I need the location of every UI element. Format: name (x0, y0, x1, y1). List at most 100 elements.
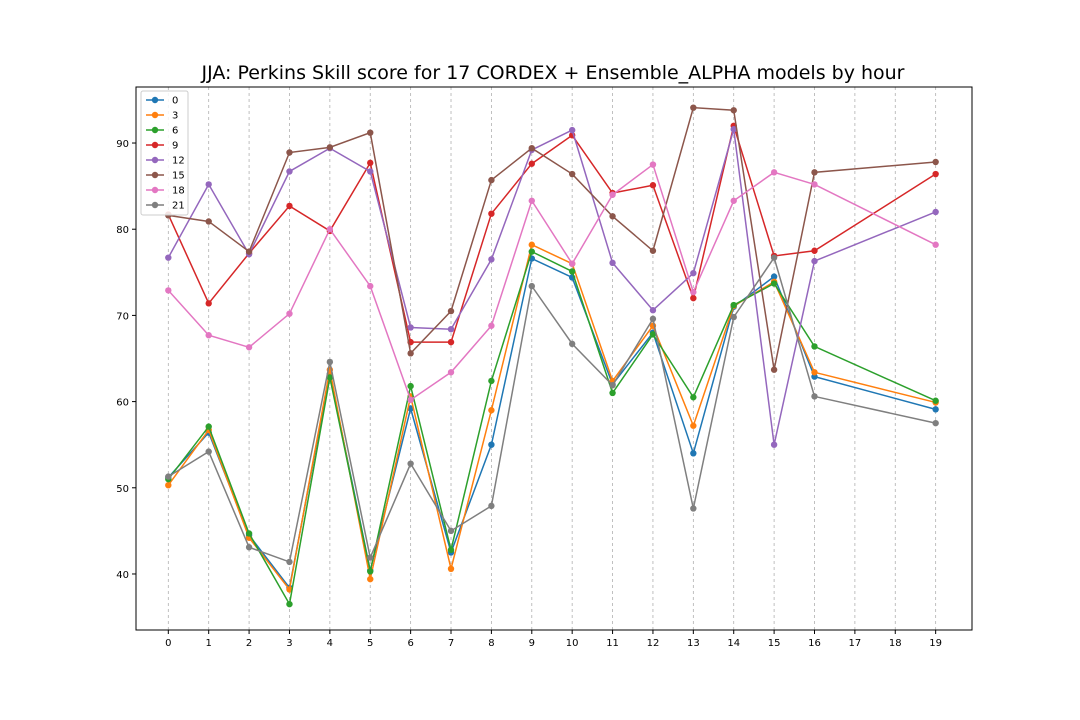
legend-label: 9 (172, 141, 178, 152)
legend-label: 0 (172, 96, 178, 107)
data-point (811, 181, 818, 188)
x-tick-label: 1 (206, 638, 212, 649)
legend-label: 6 (172, 126, 178, 137)
series-15 (165, 104, 939, 373)
data-point (932, 158, 939, 166)
data-point (367, 575, 374, 583)
data-point (447, 369, 455, 376)
data-point (286, 202, 293, 210)
data-point (205, 218, 212, 225)
data-point (245, 530, 253, 537)
data-point (690, 394, 697, 401)
data-point (488, 407, 495, 414)
series-line (167, 250, 936, 607)
data-point (811, 393, 818, 400)
data-point (932, 170, 939, 178)
chart-title: JJA: Perkins Skill score for 17 CORDEX +… (200, 62, 904, 84)
data-point (367, 568, 374, 575)
data-point (447, 546, 455, 554)
data-point (488, 256, 495, 263)
data-point (528, 144, 535, 152)
data-point (649, 161, 657, 168)
legend-swatch-marker (151, 96, 159, 104)
x-tick-label: 16 (808, 638, 821, 649)
x-tick-label: 3 (286, 638, 292, 649)
data-point (488, 176, 495, 184)
data-point (367, 554, 374, 561)
x-tick-label: 0 (165, 638, 171, 649)
plot-series (165, 104, 939, 608)
data-point (528, 241, 535, 248)
data-point (286, 168, 293, 175)
series-18 (165, 161, 939, 404)
x-tick-label: 12 (647, 638, 660, 649)
legend-swatch-marker (151, 156, 159, 164)
y-tick-label: 50 (116, 484, 129, 495)
data-point (165, 482, 172, 489)
series-line (168, 106, 936, 370)
y-tick-label: 90 (116, 139, 129, 150)
x-tick-label: 18 (889, 638, 902, 649)
data-point (407, 324, 414, 331)
data-point (367, 129, 374, 136)
y-tick-label: 60 (116, 398, 129, 409)
data-point (649, 247, 657, 254)
legend-swatch-marker (151, 126, 159, 134)
data-point (286, 149, 293, 156)
data-point (205, 300, 212, 307)
x-tick-label: 5 (367, 638, 373, 649)
series-6 (165, 248, 939, 608)
data-point (488, 441, 495, 448)
data-point (165, 254, 172, 261)
data-point (568, 170, 576, 178)
data-point (730, 197, 737, 204)
data-point (770, 441, 778, 448)
data-point (447, 338, 455, 346)
data-point (932, 208, 939, 216)
data-point (407, 350, 414, 357)
data-point (286, 310, 293, 317)
data-point (205, 181, 212, 188)
data-point (447, 307, 455, 315)
data-point (447, 565, 455, 573)
x-tick-label: 19 (929, 638, 942, 649)
data-point (205, 332, 212, 339)
data-point (488, 377, 495, 385)
data-point (447, 527, 455, 535)
data-point (811, 343, 818, 350)
data-point (488, 322, 495, 329)
series-line (167, 243, 936, 592)
data-point (488, 502, 495, 510)
data-point (690, 294, 697, 302)
data-point (730, 301, 737, 309)
y-tick-label: 70 (116, 311, 129, 322)
data-point (367, 168, 374, 175)
data-point (286, 558, 293, 566)
legend-box (140, 90, 189, 216)
x-tick-label: 4 (327, 638, 333, 649)
data-point (367, 159, 374, 167)
data-point (811, 369, 818, 376)
data-point (730, 107, 737, 114)
x-tick-label: 11 (606, 638, 619, 649)
y-tick-label: 40 (116, 570, 129, 581)
data-point (690, 505, 697, 512)
data-point (245, 544, 253, 551)
legend-swatch-marker (151, 201, 159, 209)
data-point (932, 419, 939, 427)
x-tick-label: 6 (407, 638, 413, 649)
legend-swatch-marker (151, 186, 159, 194)
series-21 (165, 254, 939, 566)
legend-label: 12 (172, 156, 185, 167)
data-point (770, 366, 778, 373)
data-point (609, 191, 616, 198)
data-point (730, 126, 737, 133)
data-point (649, 182, 657, 189)
series-line (167, 163, 936, 402)
x-tick-label: 9 (529, 638, 535, 649)
data-point (326, 226, 334, 233)
data-point (286, 600, 293, 608)
data-point (407, 460, 414, 467)
data-point (770, 280, 778, 287)
series-line (167, 129, 936, 445)
